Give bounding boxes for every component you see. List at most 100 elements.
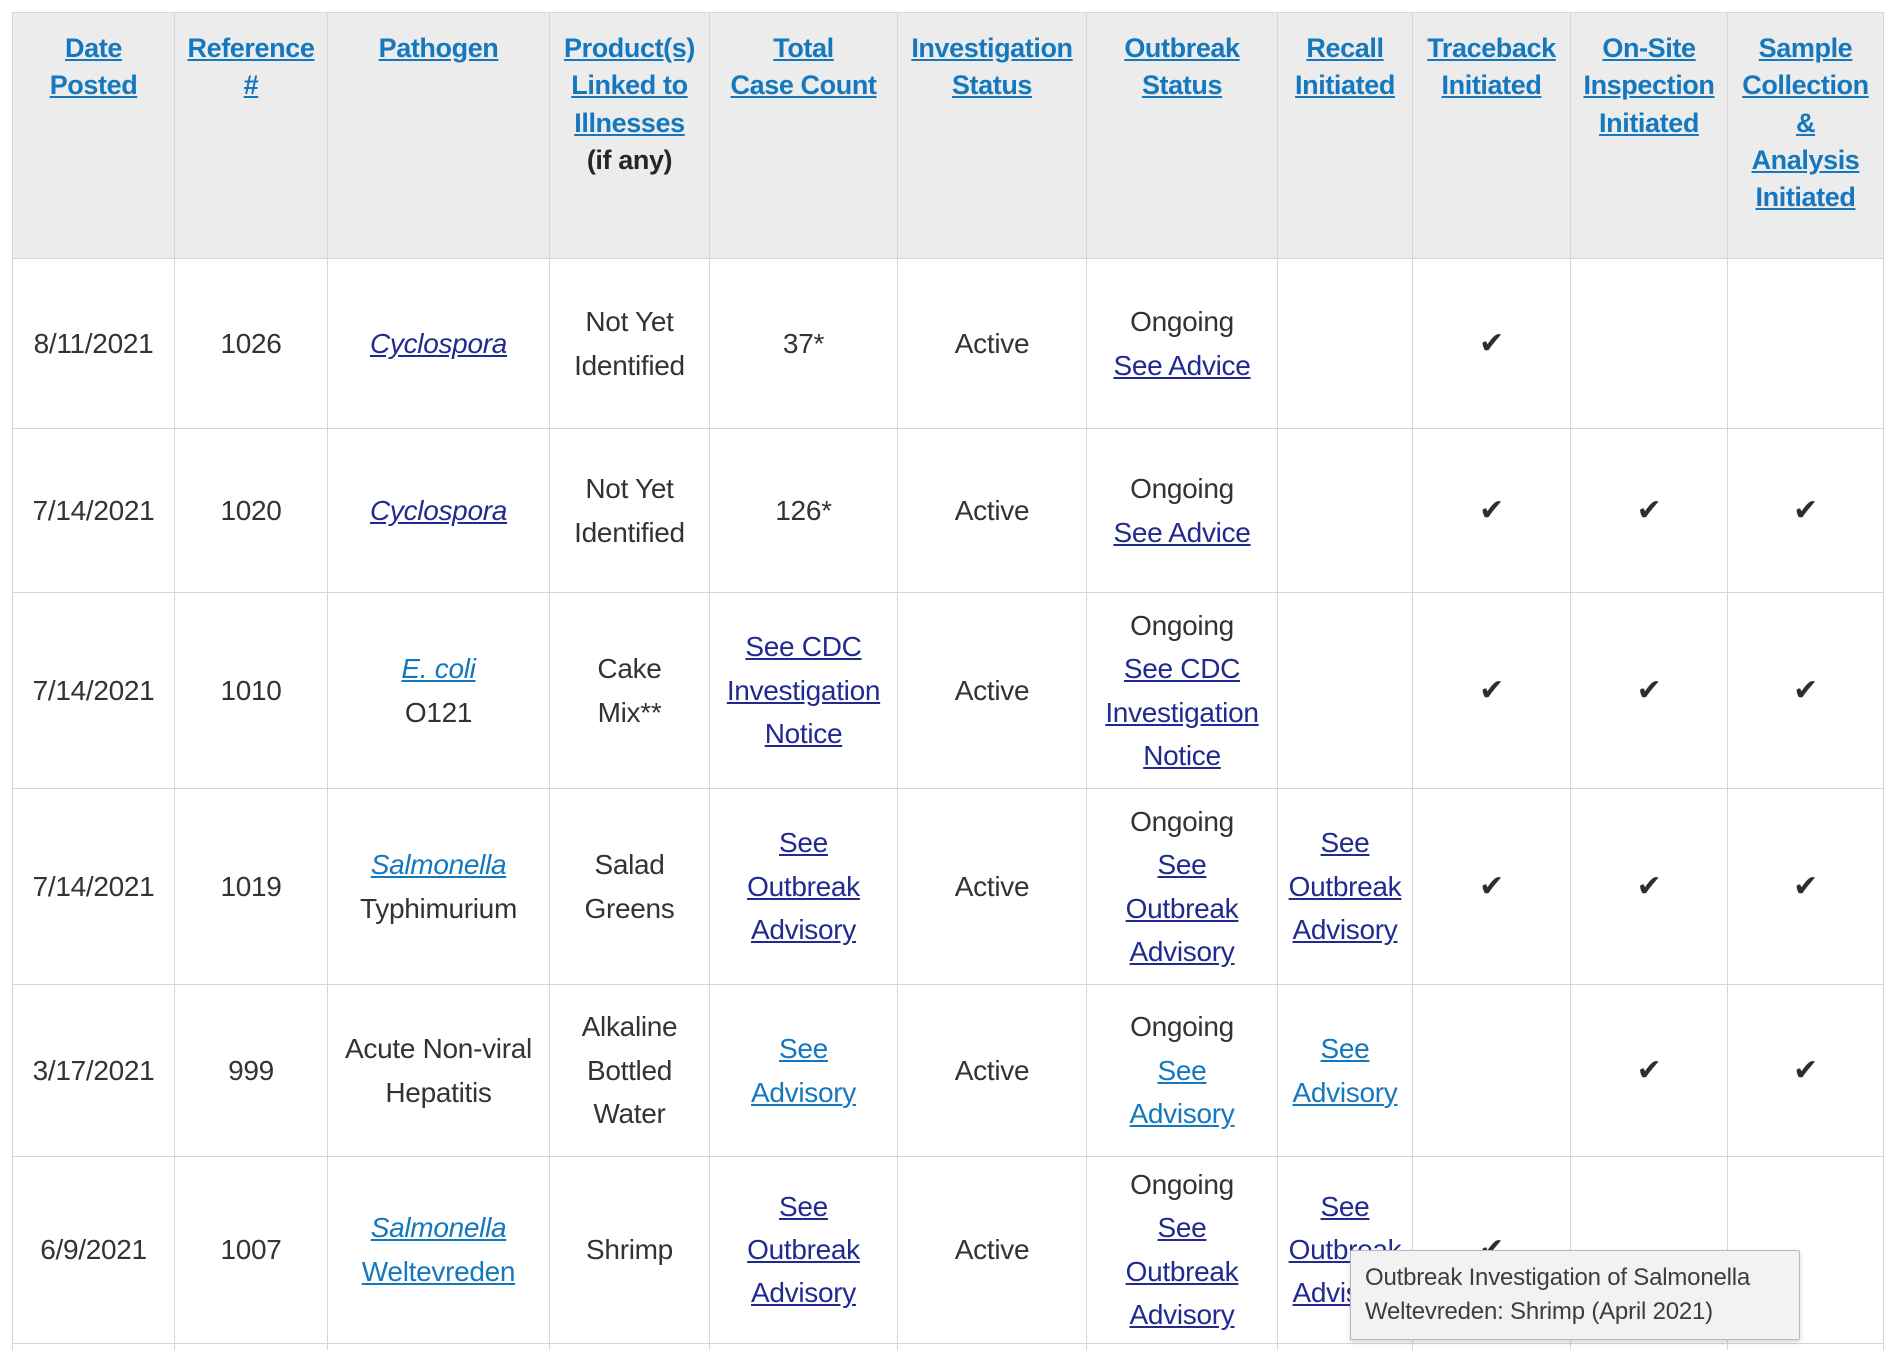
cell-reference: 1026 [174, 258, 328, 429]
sort-link-products[interactable]: Product(s) Linked to Illnesses [563, 33, 695, 138]
cell-sample-collection: ✔ [1727, 984, 1884, 1157]
cell-onsite-inspection: ✔ [1570, 788, 1728, 985]
cell-investigation-status: Active [897, 984, 1087, 1157]
table-row: 8/11/2021 1026 Cyclospora Not Yet Identi… [12, 258, 1884, 429]
header-cell-date-posted: Date Posted [12, 12, 175, 259]
recall-link[interactable]: See Advisory [1292, 1033, 1398, 1108]
cell-investigation-status: Active [897, 788, 1087, 985]
outbreak-status-text: Ongoing [1130, 805, 1234, 837]
products-if-any-note: (if any) [586, 144, 673, 175]
cell-sample-collection: ✔ [1727, 428, 1884, 593]
cell-recall [1277, 1342, 1413, 1350]
cell-date-posted: 8/11/2021 [12, 258, 175, 429]
cell-outbreak-status: Ongoing See Outbreak Advisory [1086, 1156, 1278, 1344]
cell-onsite-inspection: ✔ [1570, 428, 1728, 593]
sort-link-recall[interactable]: Recall Initiated [1295, 33, 1395, 101]
table-row: 7/14/2021 1020 Cyclospora Not Yet Identi… [12, 428, 1884, 593]
cell-traceback: ✔ [1412, 788, 1571, 985]
sort-link-reference[interactable]: Reference # [187, 33, 315, 101]
outbreak-status-link[interactable]: See Outbreak Advisory [1125, 1212, 1239, 1331]
cell-outbreak-status [1086, 1342, 1278, 1350]
outbreak-status-link[interactable]: See Advice [1113, 516, 1251, 548]
sort-link-investigation-status[interactable]: Investigation Status [911, 33, 1073, 101]
cell-traceback: ✔ [1412, 592, 1571, 789]
checkmark-icon: ✔ [1479, 326, 1504, 360]
header-cell-onsite-inspection: On-Site Inspection Initiated [1570, 12, 1728, 259]
tooltip: Outbreak Investigation of Salmonella Wel… [1350, 1250, 1800, 1341]
sort-link-onsite-inspection[interactable]: On-Site Inspection Initiated [1583, 33, 1715, 138]
table-row: 7/14/2021 1019 Salmonella Typhimurium Sa… [12, 788, 1884, 985]
cell-pathogen: Salmonella Weltevreden [327, 1156, 550, 1344]
cell-onsite-inspection: ✔ [1570, 984, 1728, 1157]
sort-link-sample-collection[interactable]: Sample Collection & Analysis Initiated [1742, 33, 1869, 212]
outbreak-status-link[interactable]: See Outbreak Advisory [1125, 849, 1239, 967]
checkmark-icon: ✔ [1636, 1053, 1662, 1087]
cell-sample-collection: ✔ [1727, 788, 1884, 985]
cell-case-count: See CDC Investigation Notice [709, 592, 898, 789]
cell-traceback [1412, 984, 1571, 1157]
cell-onsite-inspection [1570, 258, 1728, 429]
recall-link[interactable]: See Outbreak Advisory [1288, 827, 1402, 946]
sort-link-case-count[interactable]: Total Case Count [730, 33, 877, 101]
sort-link-pathogen[interactable]: Pathogen [378, 33, 499, 63]
case-count-link[interactable]: See Advisory [751, 1033, 856, 1108]
pathogen-link[interactable]: Salmonella [370, 849, 507, 881]
pathogen-species-link[interactable]: Weltevreden [361, 1255, 516, 1287]
pathogen-link[interactable]: Salmonella [370, 1212, 507, 1244]
checkmark-icon: ✔ [1479, 869, 1504, 903]
cell-sample-collection: ✔ [1727, 592, 1884, 789]
cell-recall [1277, 428, 1413, 593]
cell-recall: See Advisory [1277, 984, 1413, 1157]
cell-traceback: ✔ [1412, 258, 1571, 429]
table-row: 3/17/2021 999 Acute Non-viral Hepatitis … [12, 984, 1884, 1157]
case-count-link[interactable]: See Outbreak Advisory [747, 827, 860, 946]
cell-product: Salad Greens [549, 788, 710, 985]
sort-link-date-posted[interactable]: Date Posted [49, 33, 138, 101]
cell-case-count [709, 1342, 898, 1350]
cell-outbreak-status: Ongoing See Advice [1086, 428, 1278, 593]
outbreak-status-link[interactable]: See CDC Investigation Notice [1105, 653, 1259, 771]
cell-case-count: See Outbreak Advisory [709, 788, 898, 985]
cell-product: Cake Mix** [549, 592, 710, 789]
checkmark-icon: ✔ [1636, 673, 1662, 707]
sort-link-outbreak-status[interactable]: Outbreak Status [1124, 33, 1240, 101]
cell-sample-collection [1727, 1342, 1884, 1350]
pathogen-link[interactable]: Cyclospora [369, 327, 508, 359]
cell-outbreak-status: Ongoing See CDC Investigation Notice [1086, 592, 1278, 789]
pathogen-link[interactable]: E. coli [401, 653, 476, 685]
cell-reference [174, 1342, 328, 1350]
cell-recall [1277, 258, 1413, 429]
cell-date-posted: 7/14/2021 [12, 592, 175, 789]
outbreak-status-link[interactable]: See Advice [1113, 349, 1251, 381]
pathogen-link[interactable]: Cyclospora [369, 494, 508, 526]
cell-case-count: 126* [709, 428, 898, 593]
cell-date-posted: 7/14/2021 [12, 428, 175, 593]
pathogen-subtype: Typhimurium [360, 892, 517, 924]
cell-product: Shrimp [549, 1156, 710, 1344]
cell-onsite-inspection [1570, 1342, 1728, 1350]
cell-recall [1277, 592, 1413, 789]
header-cell-investigation-status: Investigation Status [897, 12, 1087, 259]
sort-link-traceback[interactable]: Traceback Initiated [1427, 33, 1556, 101]
case-count-value: 126* [775, 494, 832, 526]
cell-investigation-status: Active [897, 592, 1087, 789]
outbreak-status-text: Ongoing [1130, 609, 1234, 641]
cell-date-posted: 6/9/2021 [12, 1156, 175, 1344]
checkmark-icon: ✔ [1636, 869, 1662, 903]
case-count-link[interactable]: See CDC Investigation Notice [726, 631, 881, 750]
cell-pathogen: Cyclospora [327, 258, 550, 429]
case-count-link[interactable]: See Outbreak Advisory [747, 1190, 860, 1309]
table-header: Date Posted Reference # Pathogen Product… [12, 12, 1884, 259]
cell-product: Not Yet Identified [549, 428, 710, 593]
checkmark-icon: ✔ [1479, 493, 1504, 527]
cell-investigation-status: Active [897, 258, 1087, 429]
cell-reference: 1020 [174, 428, 328, 593]
outbreak-status-text: Ongoing [1130, 473, 1234, 505]
cell-case-count: See Outbreak Advisory [709, 1156, 898, 1344]
cell-case-count: See Advisory [709, 984, 898, 1157]
cell-date-posted: 7/14/2021 [12, 788, 175, 985]
header-cell-outbreak-status: Outbreak Status [1086, 12, 1278, 259]
outbreak-status-link[interactable]: See Advisory [1129, 1054, 1235, 1130]
cell-outbreak-status: Ongoing See Outbreak Advisory [1086, 788, 1278, 985]
header-cell-pathogen: Pathogen [327, 12, 550, 259]
